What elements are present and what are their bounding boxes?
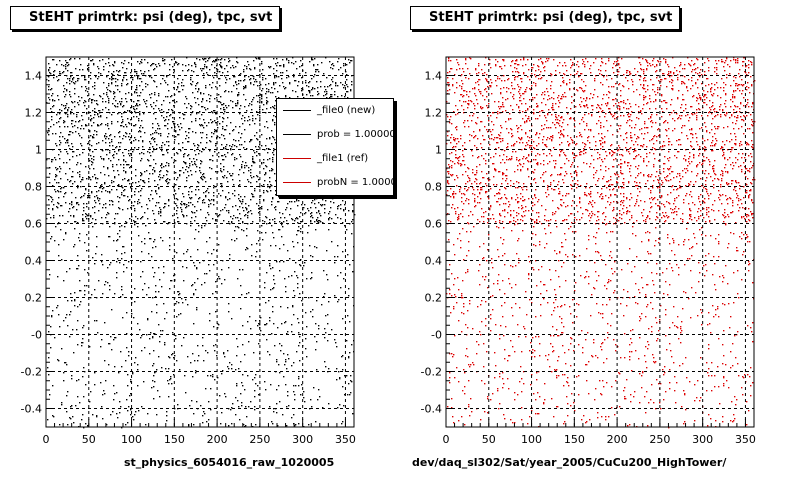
y-tick-label: 0.6: [425, 218, 443, 231]
x-tick-label: 200: [607, 433, 628, 446]
x-tick-label: 350: [335, 433, 356, 446]
y-tick-label: 0.6: [25, 218, 43, 231]
x-tick-label: 300: [292, 433, 313, 446]
y-tick-label: -0.4: [421, 403, 442, 416]
y-tick-label: -0.2: [21, 366, 42, 379]
x-tick-label: 100: [121, 433, 142, 446]
y-tick-label: 0.2: [425, 292, 443, 305]
legend-line-prob: [283, 133, 311, 135]
legend-line-ref: [283, 157, 311, 159]
footer-run-label: st_physics_6054016_raw_1020005: [124, 456, 335, 469]
x-tick-label: 50: [482, 433, 496, 446]
x-tick-label: 250: [649, 433, 670, 446]
y-tick-label: 0.2: [25, 292, 43, 305]
legend-line-new: [283, 109, 311, 111]
legend-entry-new: _file0 (new): [277, 101, 393, 119]
legend-label-ref: _file1 (ref): [317, 152, 369, 164]
y-tick-label: 1.4: [425, 70, 443, 83]
plot-panel-right: 0 50 100 150 200 250 300 350 -0.4 -0.2 -0 0.2 0.4 0.6…: [421, 56, 756, 446]
legend-entry-prob: prob = 1.000000: [277, 125, 394, 143]
right-chart-title: StEHT primtrk: psi (deg), tpc, svt: [410, 6, 680, 30]
x-tick-label: 250: [249, 433, 270, 446]
y-tick-label: 1: [35, 144, 42, 157]
y-tick-label: -0: [31, 329, 42, 342]
y-tick-label: 0.8: [25, 181, 43, 194]
footer-path-label: dev/daq_sl302/Sat/year_2005/CuCu200_High…: [412, 456, 727, 469]
y-tick-label: -0.2: [421, 366, 442, 379]
legend-label-new: _file0 (new): [317, 104, 376, 116]
legend: _file0 (new) prob = 1.000000 _file1 (ref…: [276, 98, 394, 196]
y-tick-label: 1.4: [25, 70, 43, 83]
x-tick-label: 150: [564, 433, 585, 446]
legend-entry-probn: probN = 1.000000: [277, 173, 393, 191]
y-tick-label: 1.2: [425, 107, 443, 120]
legend-label-probn: probN = 1.000000: [317, 176, 393, 188]
y-tick-label: 1.2: [25, 107, 43, 120]
x-tick-label: 0: [43, 433, 50, 446]
y-tick-label: 0.4: [425, 255, 443, 268]
x-tick-label: 300: [692, 433, 713, 446]
legend-entry-ref: _file1 (ref): [277, 149, 393, 167]
x-tick-label: 150: [164, 433, 185, 446]
y-tick-label: -0: [431, 329, 442, 342]
y-tick-label: 0.8: [425, 181, 443, 194]
legend-label-prob: prob = 1.000000: [317, 128, 394, 140]
x-tick-label: 50: [82, 433, 96, 446]
y-tick-label: 0.4: [25, 255, 43, 268]
y-tick-label: -0.4: [21, 403, 42, 416]
x-tick-label: 0: [443, 433, 450, 446]
legend-line-probn: [283, 181, 311, 183]
x-tick-label: 350: [735, 433, 756, 446]
x-tick-label: 200: [207, 433, 228, 446]
left-chart-title: StEHT primtrk: psi (deg), tpc, svt: [10, 6, 280, 30]
x-tick-label: 100: [521, 433, 542, 446]
y-tick-label: 1: [435, 144, 442, 157]
